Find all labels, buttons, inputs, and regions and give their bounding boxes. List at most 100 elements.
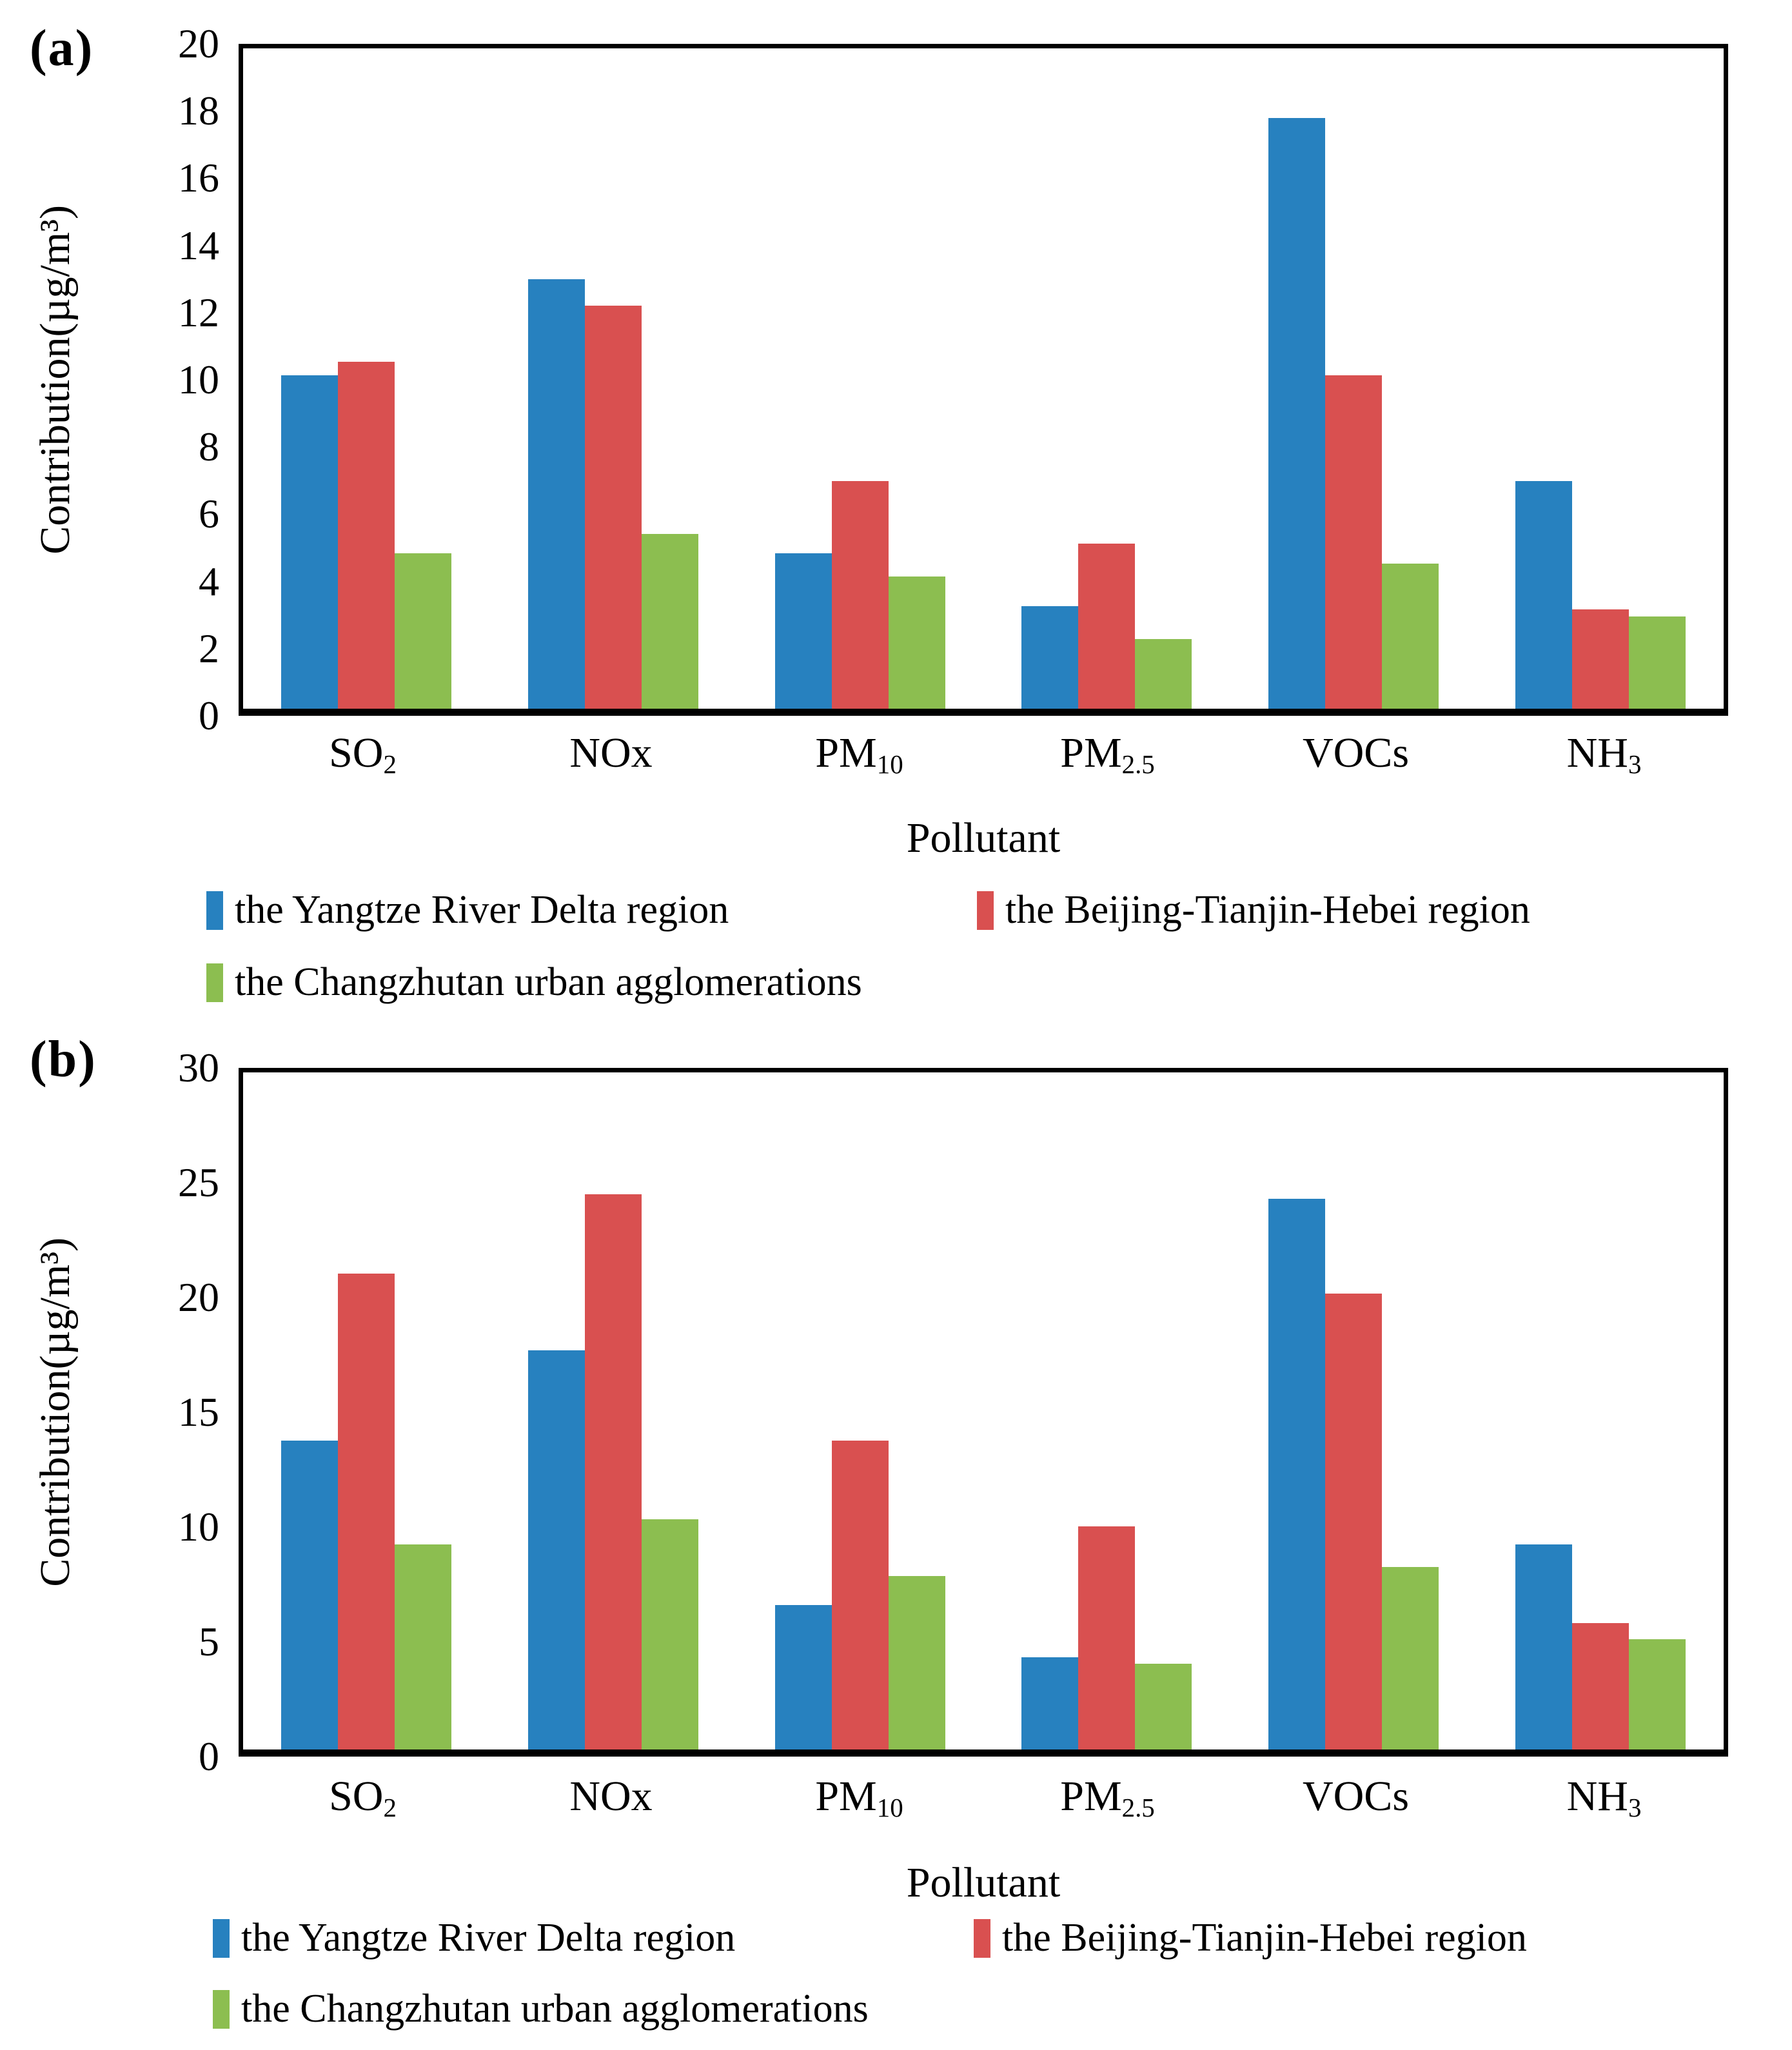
bar [1325, 375, 1383, 709]
bar-group-PM10 [736, 48, 983, 709]
panel-label-a: (a) [30, 20, 94, 77]
bar [585, 1194, 642, 1749]
legend-label: the Yangtze River Delta region [235, 888, 729, 932]
y-tick-label-10: 10 [178, 357, 219, 402]
y-tick-label-18: 18 [178, 88, 219, 134]
bar-group-SO2 [243, 1072, 490, 1749]
y-tick-label-5: 5 [199, 1619, 219, 1664]
bar-group-NH3 [1477, 48, 1724, 709]
legend-swatch-icon [974, 1918, 990, 1958]
legend-swatch-icon [206, 891, 223, 930]
bar [1268, 117, 1326, 709]
label-subscript: 2 [383, 750, 397, 780]
label-subscript: 2 [383, 1793, 397, 1823]
x-tick-label-PM2.5: PM2.5 [1060, 1773, 1155, 1823]
y-tick-label-4: 4 [199, 558, 219, 604]
x-tick-label-VOCs: VOCs [1302, 1773, 1410, 1820]
bar [1628, 616, 1686, 709]
x-tick-label-NH3: NH3 [1566, 729, 1642, 780]
plot-area-a [239, 44, 1728, 716]
bar-group-NOx [490, 48, 737, 709]
x-tick-label-SO2: SO2 [329, 1773, 397, 1823]
legend-item-2: the Changzhutan urban agglomerations [206, 960, 862, 1005]
legend-label: the Changzhutan urban agglomerations [235, 960, 862, 1004]
bar [1325, 1294, 1383, 1749]
label-subscript: 3 [1628, 750, 1642, 780]
bar-group-VOCs [1230, 48, 1477, 709]
legend-swatch-icon [213, 1989, 230, 2029]
bar-group-PM2.5 [983, 1072, 1230, 1749]
plot-area-b [239, 1068, 1728, 1757]
y-tick-label-10: 10 [178, 1504, 219, 1550]
legend-swatch-icon [206, 963, 223, 1002]
x-tick-label-NH3: NH3 [1566, 1773, 1642, 1823]
bar-group-NOx [490, 1072, 737, 1749]
y-tick-label-6: 6 [199, 491, 219, 537]
bar [395, 553, 452, 709]
x-tick-label-PM10: PM10 [815, 1773, 903, 1823]
bar [281, 375, 339, 709]
y-axis-ticks-a: 20 18 16 14 12 10 8 6 4 2 0 [64, 23, 219, 736]
bar [528, 279, 585, 709]
y-tick-label-16: 16 [178, 155, 219, 201]
x-tick-label-PM2.5: PM2.5 [1060, 729, 1155, 780]
label-subscript: 10 [876, 1793, 903, 1823]
label-subscript: 2.5 [1121, 1793, 1155, 1823]
legend-label: the Changzhutan urban agglomerations [241, 1987, 869, 2031]
panel-label-b: (b) [30, 1031, 97, 1088]
label-subscript: 2.5 [1121, 750, 1155, 780]
bar [1021, 606, 1079, 709]
y-tick-label-8: 8 [199, 424, 219, 470]
x-axis-labels-a: SO2 NOx PM10 PM2.5 VOCs NH3 [239, 729, 1728, 780]
x-axis-title-b: Pollutant [906, 1859, 1061, 1906]
bar [1078, 544, 1136, 709]
bar [1135, 639, 1192, 709]
bar [1021, 1657, 1079, 1749]
bar [774, 1605, 832, 1749]
x-tick-label-SO2: SO2 [329, 729, 397, 780]
legend-label: the Beijing-Tianjin-Hebei region [1002, 1916, 1527, 1960]
bar [1078, 1526, 1136, 1749]
bar-group-VOCs [1230, 1072, 1477, 1749]
bar [395, 1544, 452, 1749]
bar [831, 480, 889, 709]
bar-group-PM10 [736, 1072, 983, 1749]
legend-label: the Beijing-Tianjin-Hebei region [1005, 888, 1530, 932]
bar [1135, 1664, 1192, 1749]
x-axis-labels-b: SO2 NOx PM10 PM2.5 VOCs NH3 [239, 1772, 1728, 1823]
bar-group-NH3 [1477, 1072, 1724, 1749]
y-tick-label-20: 20 [178, 1274, 219, 1320]
y-tick-label-12: 12 [178, 289, 219, 335]
y-tick-label-14: 14 [178, 222, 219, 268]
x-axis-title-a: Pollutant [906, 814, 1061, 862]
bar-group-PM2.5 [983, 48, 1230, 709]
y-tick-label-30: 30 [178, 1045, 219, 1090]
y-axis-ticks-b: 30 25 20 15 10 5 0 [64, 1047, 219, 1777]
legend-label: the Yangtze River Delta region [241, 1916, 736, 1960]
legend-item-1: the Beijing-Tianjin-Hebei region [977, 887, 1530, 933]
bar [642, 533, 698, 709]
y-tick-label-25: 25 [178, 1159, 219, 1205]
label-subscript: 3 [1628, 1793, 1642, 1823]
legend-item-2: the Changzhutan urban agglomerations [213, 1986, 869, 2032]
legend-item-0: the Yangtze River Delta region [213, 1915, 735, 1961]
bar [774, 553, 832, 709]
bar [888, 577, 945, 709]
x-tick-label-NOx: NOx [569, 1773, 653, 1820]
bar [1571, 609, 1629, 709]
bar [281, 1440, 339, 1749]
bar [1515, 1544, 1572, 1749]
bar [338, 1273, 395, 1749]
bar [888, 1575, 945, 1749]
bar [1515, 480, 1572, 709]
legend-item-1: the Beijing-Tianjin-Hebei region [974, 1915, 1527, 1961]
bar [642, 1519, 698, 1749]
legend-swatch-icon [213, 1918, 230, 1958]
bar [338, 362, 395, 709]
bar [1382, 563, 1439, 709]
bar [585, 306, 642, 709]
bar-group-SO2 [243, 48, 490, 709]
label-subscript: 10 [876, 750, 903, 780]
bar [1268, 1199, 1326, 1749]
